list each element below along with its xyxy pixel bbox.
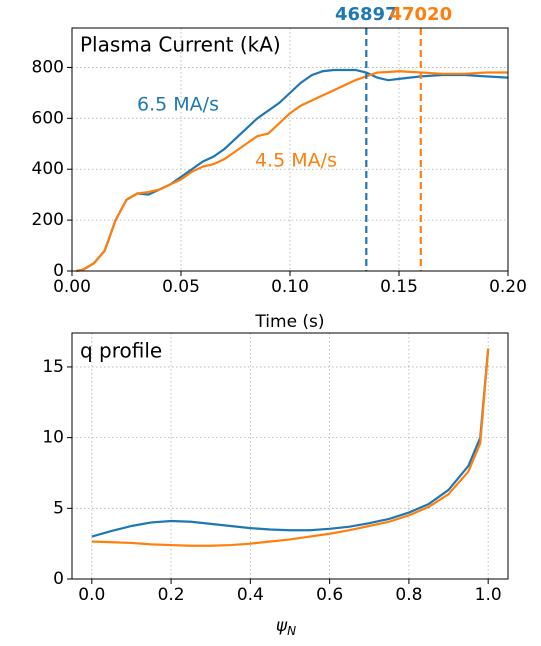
x-tick-label: 0.10 (271, 277, 309, 297)
y-tick-label: 0 (53, 261, 64, 281)
series-line (76, 70, 508, 273)
x-tick-label: 0.8 (395, 585, 422, 605)
x-axis-label: ψN (276, 616, 296, 638)
panel-title: Plasma Current (kA) (80, 33, 281, 57)
series-line (91, 348, 490, 547)
panel-title: q profile (80, 339, 162, 363)
x-tick-label: 0.20 (489, 277, 527, 297)
y-tick-label: 400 (32, 159, 64, 179)
y-tick-label: 0 (53, 569, 64, 589)
reference-label: 46897 (335, 4, 398, 25)
y-tick-label: 800 (32, 57, 64, 77)
series-label: 4.5 MA/s (255, 150, 337, 172)
x-tick-label: 0.0 (78, 585, 105, 605)
x-axis-label: Time (s) (254, 312, 324, 332)
x-tick-label: 1.0 (475, 585, 502, 605)
x-axis-label-subscript: N (287, 624, 296, 638)
x-tick-label: 0.00 (53, 277, 91, 297)
y-tick-label: 5 (53, 498, 64, 518)
y-tick-label: 15 (42, 357, 64, 377)
series-label: 6.5 MA/s (137, 94, 219, 116)
plot-frame (71, 27, 509, 272)
plot-frame (71, 332, 509, 580)
x-axis-label-symbol: ψ (276, 616, 288, 636)
series-line (91, 348, 490, 538)
x-tick-label: 0.15 (380, 277, 418, 297)
x-tick-label: 0.05 (162, 277, 200, 297)
x-tick-label: 0.2 (158, 585, 185, 605)
y-tick-label: 10 (42, 428, 64, 448)
y-tick-label: 600 (32, 108, 64, 128)
y-tick-label: 200 (32, 210, 64, 230)
x-tick-label: 0.4 (237, 585, 264, 605)
reference-label: 47020 (389, 4, 452, 25)
x-tick-label: 0.6 (316, 585, 343, 605)
